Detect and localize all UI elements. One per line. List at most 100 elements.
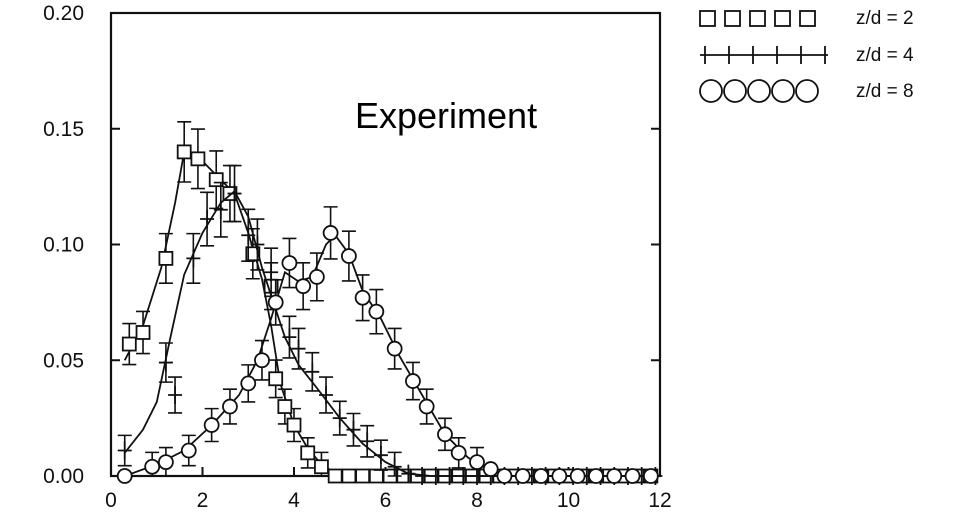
legend-square-mark [774, 10, 791, 27]
y-tick-label: 0.00 [43, 465, 84, 488]
x-tick-label: 8 [471, 489, 483, 512]
legend-square-mark [799, 10, 816, 27]
data-point-plus [319, 385, 334, 404]
data-point-circle [222, 398, 238, 415]
data-point-plus [428, 467, 443, 485]
annotation-experiment: Experiment [355, 95, 537, 136]
series-square [121, 121, 660, 484]
legend-circle-mark [723, 79, 747, 103]
data-point-circle [144, 458, 161, 475]
legend-marker-plus [700, 46, 828, 64]
data-point-plus [264, 263, 279, 282]
data-point-circle [295, 278, 312, 295]
data-point-square [341, 468, 357, 484]
data-point-circle [551, 468, 568, 484]
data-point-circle [354, 289, 371, 306]
data-point-circle [588, 468, 604, 484]
data-point-plus [360, 432, 375, 451]
data-point-plus [373, 446, 388, 465]
x-tick-label: 4 [288, 489, 300, 512]
data-point-square [268, 371, 284, 387]
data-point-circle [624, 468, 641, 484]
series-curve [123, 189, 660, 477]
data-point-plus [227, 184, 242, 203]
legend-entry-z-d-4: z/d = 4 [700, 45, 914, 66]
data-point-circle [514, 468, 531, 484]
legend-label: z/d = 8 [856, 81, 914, 102]
series-layer [116, 121, 663, 485]
legend-circle-mark [747, 79, 771, 103]
data-point-square [355, 468, 371, 484]
data-point-circle [203, 417, 220, 433]
data-point-circle [405, 373, 421, 389]
data-point-square [190, 151, 206, 167]
data-point-circle [496, 468, 513, 484]
x-tick-label: 0 [105, 489, 117, 512]
data-point-circle [116, 468, 133, 484]
data-point-square [158, 250, 174, 266]
legend-marker-circle [699, 79, 819, 103]
data-point-plus [213, 200, 228, 219]
legend-circle-mark [795, 79, 819, 103]
data-point-square [327, 468, 343, 484]
data-point-square [121, 336, 137, 352]
data-point-plus [282, 328, 297, 347]
data-point-plus [117, 441, 132, 460]
data-point-plus [200, 210, 215, 229]
data-point-circle [606, 468, 623, 484]
data-point-circle [437, 426, 453, 443]
data-point-circle [368, 303, 385, 320]
y-tick-label: 0.05 [43, 349, 84, 372]
data-point-circle [469, 454, 485, 471]
data-point-square [245, 246, 261, 262]
data-point-circle [340, 248, 357, 264]
data-point-circle [386, 340, 403, 357]
x-tick-label: 12 [648, 489, 671, 512]
legend-square-mark [749, 10, 766, 27]
legend-label: z/d = 4 [856, 45, 914, 66]
x-tick-label: 10 [557, 489, 580, 512]
y-tick-label: 0.10 [43, 234, 84, 257]
data-point-plus [250, 235, 265, 254]
data-point-square [314, 459, 329, 475]
legend-circle-mark [699, 79, 723, 103]
data-point-square [176, 144, 192, 160]
x-axis: 0 2 4 6 8 10 12 [105, 467, 672, 512]
data-point-circle [180, 442, 197, 459]
legend-label: z/d = 2 [856, 8, 914, 29]
data-point-plus [346, 420, 361, 439]
legend-square-mark [699, 10, 716, 27]
data-point-plus [415, 467, 430, 485]
legend-square-mark [724, 10, 741, 27]
data-point-circle [322, 225, 339, 241]
y-tick-label: 0.15 [43, 118, 84, 141]
data-point-plus [241, 226, 256, 245]
data-point-circle [450, 444, 467, 461]
data-point-circle [418, 398, 435, 415]
data-point-square [277, 399, 293, 414]
data-point-square [286, 417, 302, 433]
x-tick-label: 2 [197, 489, 209, 512]
data-point-plus [168, 385, 183, 404]
series-circle [116, 206, 660, 484]
y-tick-label: 0.20 [43, 2, 84, 25]
data-point-circle [240, 375, 257, 392]
data-point-circle [281, 255, 298, 271]
data-point-circle [254, 352, 270, 369]
data-point-square [135, 325, 151, 340]
data-point-circle [482, 461, 499, 477]
data-point-plus [387, 457, 402, 476]
data-point-circle [533, 468, 549, 484]
data-point-plus [186, 249, 201, 268]
data-point-plus [456, 467, 471, 485]
y-axis: 0.00 0.05 0.10 0.15 0.20 [43, 2, 660, 488]
legend: z/d = 2 z/d = 4 z/d = 8 [699, 8, 914, 103]
data-point-circle [267, 294, 284, 311]
data-point-plus [401, 464, 416, 483]
legend-entry-z-d-8: z/d = 8 [699, 79, 914, 103]
data-point-square [368, 468, 384, 484]
legend-circle-mark [771, 79, 795, 103]
data-point-circle [157, 454, 174, 471]
data-point-plus [305, 362, 320, 381]
legend-marker-square [699, 10, 816, 27]
